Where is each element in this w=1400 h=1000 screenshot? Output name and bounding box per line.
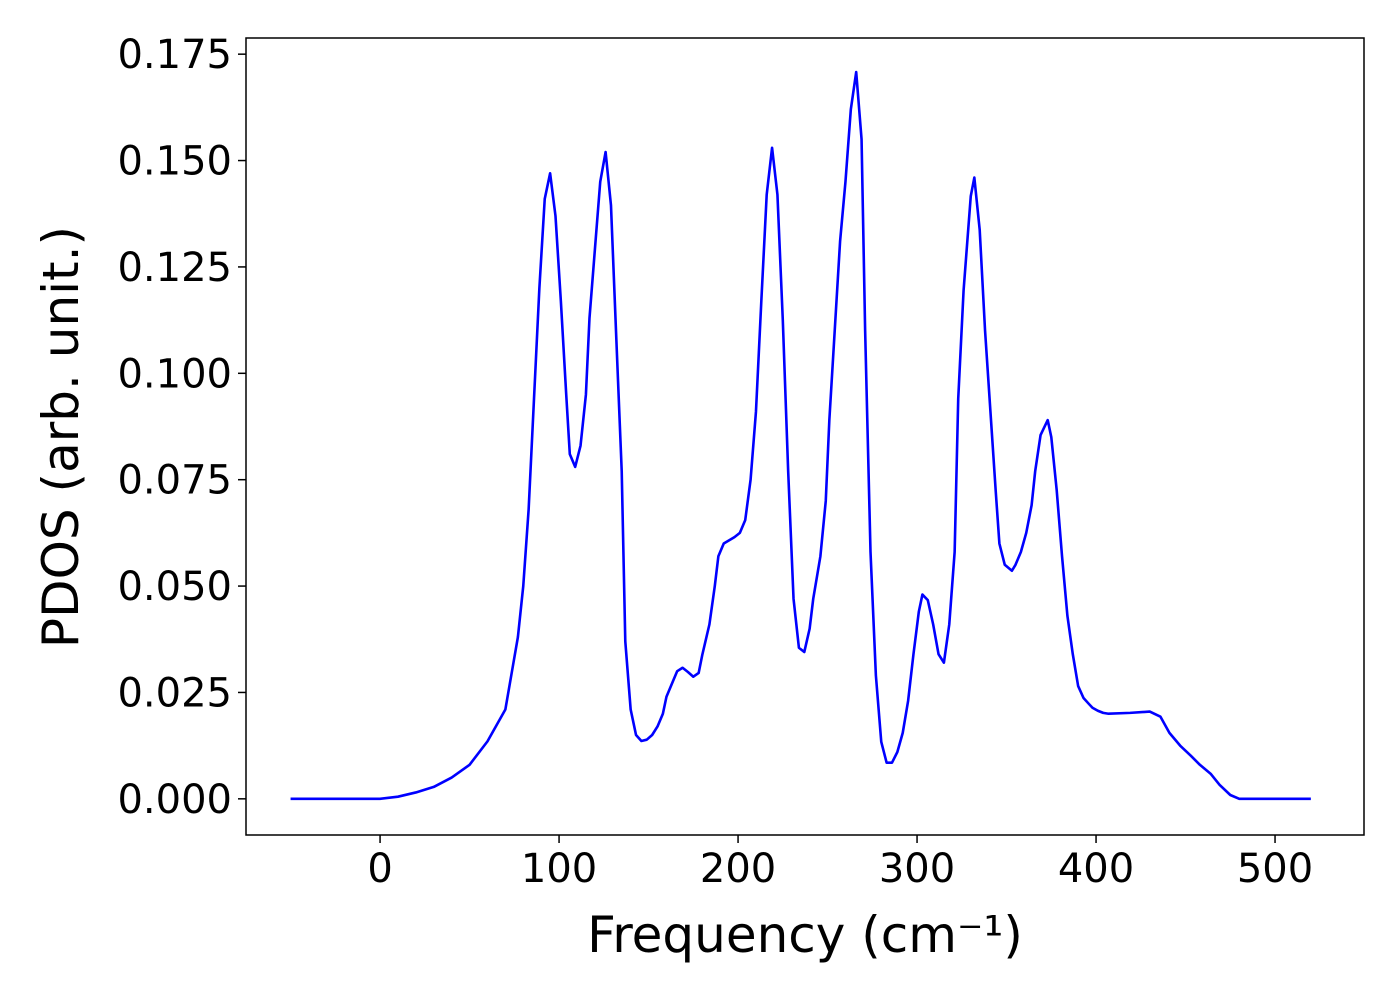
x-axis-label: Frequency (cm⁻¹) xyxy=(587,906,1023,964)
y-tick-label: 0.175 xyxy=(117,32,232,78)
y-tick-label: 0.125 xyxy=(117,245,232,291)
y-tick-label: 0.050 xyxy=(117,564,232,610)
x-tick-label: 300 xyxy=(879,846,955,892)
plot-frame xyxy=(245,37,1365,836)
x-tick-label: 400 xyxy=(1058,846,1134,892)
y-tick-label: 0.075 xyxy=(117,458,232,504)
y-axis-label: PDOS (arb. unit.) xyxy=(32,226,90,648)
x-tick-label: 500 xyxy=(1237,846,1313,892)
y-tick-label: 0.150 xyxy=(117,139,232,185)
y-tick-label: 0.025 xyxy=(117,670,232,716)
y-tick-label: 0.100 xyxy=(117,351,232,397)
line-series xyxy=(290,70,1311,801)
x-tick-label: 0 xyxy=(367,846,392,892)
x-tick-label: 100 xyxy=(521,846,597,892)
x-tick-label: 200 xyxy=(700,846,776,892)
y-tick-label: 0.000 xyxy=(117,777,232,823)
